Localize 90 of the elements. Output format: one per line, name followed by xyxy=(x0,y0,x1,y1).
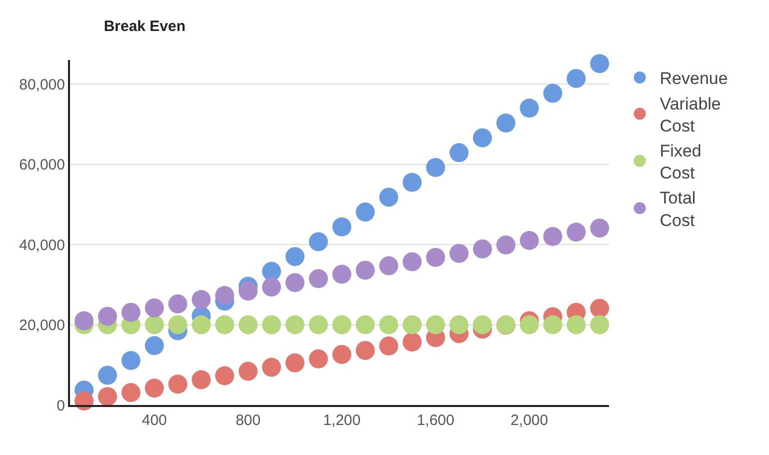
point xyxy=(144,315,164,334)
point xyxy=(332,217,352,236)
point xyxy=(472,239,492,258)
point xyxy=(590,315,610,334)
point xyxy=(520,231,539,250)
point xyxy=(496,235,516,254)
point xyxy=(566,222,586,242)
point xyxy=(285,315,304,334)
point xyxy=(238,362,258,381)
point xyxy=(168,294,188,314)
x-tick-label: 400 xyxy=(142,412,167,429)
point xyxy=(262,278,282,297)
point xyxy=(379,315,398,334)
point xyxy=(332,264,352,284)
point xyxy=(450,143,469,162)
point xyxy=(308,232,328,252)
point xyxy=(379,336,398,356)
point xyxy=(450,244,469,263)
point xyxy=(426,248,446,267)
point xyxy=(332,344,352,364)
point xyxy=(379,188,398,207)
legend-label: Fixed Cost xyxy=(660,141,702,183)
point xyxy=(144,298,164,318)
y-tick-label: 0 xyxy=(56,397,65,414)
point xyxy=(192,315,211,334)
point xyxy=(215,315,234,334)
point xyxy=(402,172,422,192)
point xyxy=(356,340,375,360)
point xyxy=(168,374,188,394)
y-tick-label: 40,000 xyxy=(19,236,65,254)
point xyxy=(590,218,610,238)
point xyxy=(285,247,304,266)
point xyxy=(192,370,211,390)
point xyxy=(472,315,492,334)
point xyxy=(566,315,586,334)
point xyxy=(590,298,610,318)
point xyxy=(426,315,446,334)
point xyxy=(121,383,140,402)
point xyxy=(379,256,398,276)
point xyxy=(215,286,234,305)
point xyxy=(472,128,492,148)
point xyxy=(192,290,211,309)
point xyxy=(356,315,375,334)
y-tick-label: 60,000 xyxy=(19,156,65,174)
point xyxy=(238,282,258,301)
point xyxy=(98,366,117,385)
point xyxy=(402,332,422,352)
point xyxy=(308,269,328,288)
point xyxy=(402,315,422,334)
y-tick-label: 20,000 xyxy=(19,317,65,334)
point xyxy=(308,349,328,368)
point xyxy=(543,227,562,246)
point xyxy=(566,68,586,88)
point xyxy=(74,311,94,330)
point xyxy=(285,273,304,292)
x-tick-label: 800 xyxy=(236,412,261,429)
point xyxy=(520,98,539,118)
point xyxy=(356,260,375,280)
point xyxy=(308,315,328,334)
point xyxy=(356,202,375,222)
point xyxy=(285,353,304,372)
legend-label: Revenue xyxy=(660,69,728,88)
x-tick-label: 1,600 xyxy=(416,412,454,429)
point xyxy=(402,252,422,272)
point xyxy=(98,306,117,326)
point xyxy=(590,54,610,74)
point xyxy=(332,315,352,334)
point xyxy=(262,315,282,334)
point xyxy=(543,84,562,103)
legend-label: Total Cost xyxy=(660,188,696,230)
y-tick-label: 80,000 xyxy=(19,76,65,94)
legend-label: Variable Cost xyxy=(660,94,721,136)
point xyxy=(121,350,140,370)
point xyxy=(215,366,234,386)
x-tick-label: 1,200 xyxy=(323,412,361,429)
point xyxy=(238,315,258,334)
point xyxy=(496,113,516,132)
point xyxy=(450,315,469,334)
chart-title: Break Even xyxy=(104,18,186,35)
point xyxy=(262,358,282,377)
x-tick-label: 2,000 xyxy=(510,412,548,429)
point xyxy=(426,158,446,177)
point xyxy=(144,336,164,356)
point xyxy=(98,387,117,406)
point xyxy=(543,315,562,334)
point xyxy=(168,315,188,334)
point xyxy=(520,315,539,334)
point xyxy=(121,302,140,322)
point xyxy=(144,378,164,398)
point xyxy=(262,262,282,281)
